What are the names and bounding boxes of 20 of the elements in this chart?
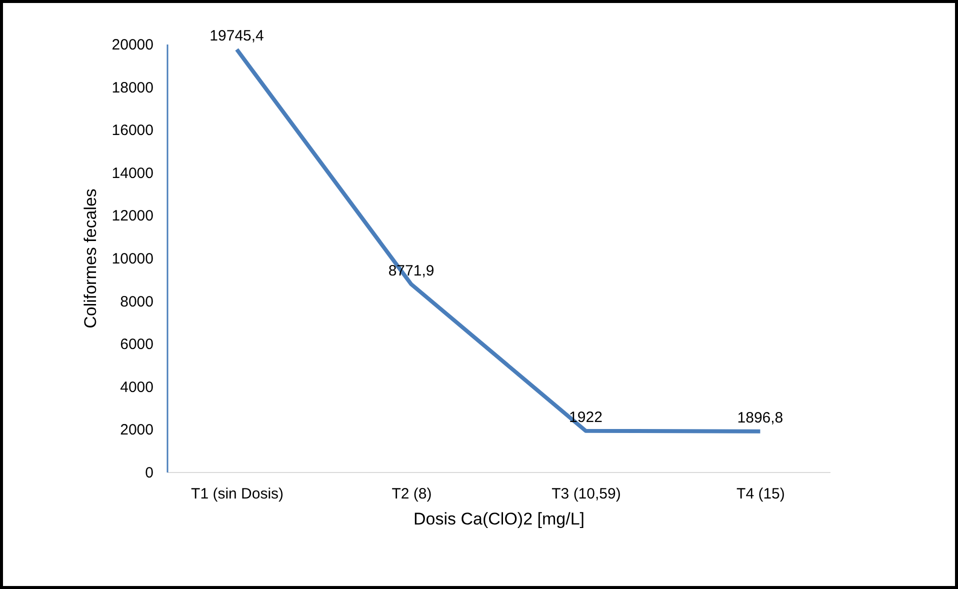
data-label: 19745,4 bbox=[210, 27, 264, 44]
x-tick-label: T3 (10,59) bbox=[552, 486, 621, 502]
y-tick-label: 4000 bbox=[120, 378, 154, 396]
y-tick-label: 16000 bbox=[112, 122, 154, 140]
data-label: 1896,8 bbox=[737, 409, 784, 426]
y-tick-label: 12000 bbox=[112, 208, 154, 225]
y-axis-title: Coliformes fecales bbox=[80, 188, 100, 328]
x-tick-label: T4 (15) bbox=[736, 486, 785, 502]
y-tick-label: 14000 bbox=[112, 164, 154, 182]
y-tick-label: 6000 bbox=[120, 336, 154, 354]
y-tick-label: 0 bbox=[145, 464, 154, 482]
y-tick-label: 2000 bbox=[120, 422, 154, 439]
x-tick-label: T2 (8) bbox=[392, 486, 432, 502]
y-tick-label: 20000 bbox=[112, 36, 154, 54]
x-axis-title: Dosis Ca(ClO)2 [mg/L] bbox=[414, 510, 584, 528]
y-tick-label: 18000 bbox=[112, 79, 154, 96]
x-tick-label: T1 (sin Dosis) bbox=[191, 486, 284, 502]
y-tick-label: 8000 bbox=[120, 293, 154, 310]
data-label: 1922 bbox=[569, 408, 602, 426]
y-tick-label: 10000 bbox=[112, 250, 154, 268]
